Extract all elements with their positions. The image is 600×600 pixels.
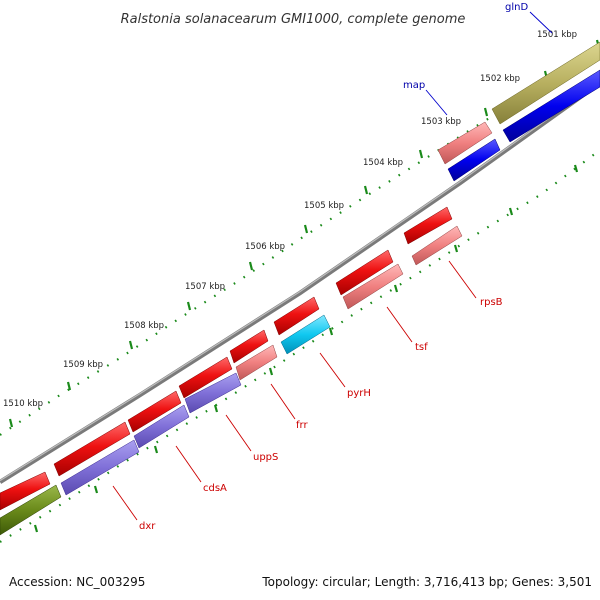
gene-label-tsf: tsf [415,342,428,353]
tick-mark [213,404,219,413]
genome-summary-text: Topology: circular; Length: 3,716,413 bp… [261,575,592,589]
gene-label-pyrH: pyrH [347,388,371,399]
tick-label: 1505 kbp [304,201,344,211]
backbone-highlight [0,81,600,482]
gene-blue-arrow [502,69,600,143]
tick-label: 1501 kbp [537,30,577,40]
tick-mark [453,244,459,253]
gene-map-arrow [437,121,493,165]
gene-tsf-arrow [342,263,404,310]
tick-mark [93,485,99,494]
gene-olive-arrow [0,484,62,536]
tick-mark [363,185,369,195]
gene-frr-arrow [235,344,278,381]
tick-mark [8,418,14,428]
tick-label: 1510 kbp [3,399,43,409]
gene-pyrH-arrow [280,314,331,355]
gene-label-rpsB: rpsB [480,297,503,308]
leader-uppS [225,414,252,452]
leader-glnD [529,11,553,34]
label-leaders [112,11,553,521]
tick-mark [328,327,334,336]
gene-label-frr: frr [296,420,308,431]
gene-red-arrow [53,421,131,477]
tick-mark [303,224,309,234]
tick-mark [186,301,192,311]
gene-label-dxr: dxr [139,521,156,532]
tick-mark [483,107,489,117]
tick-label: 1509 kbp [63,360,103,370]
tick-label: 1504 kbp [363,158,403,168]
gene-label-uppS: uppS [253,452,278,463]
leader-map [425,89,448,116]
leader-rpsB [448,260,477,299]
genome-backbone [0,81,600,484]
tick-mark [33,524,39,533]
tick-mark [418,149,424,159]
tick-mark [128,340,134,350]
gene-red-arrow [178,356,233,399]
leader-cdsA [175,445,202,483]
accession-text: Accession: NC_003295 [9,575,145,589]
tick-mark [573,164,579,173]
gene-label-glnD: glnD [505,2,528,13]
tick-label: 1502 kbp [480,74,520,84]
gene-label-map: map [403,80,425,91]
gene-red-arrow [403,206,453,245]
leader-frr [270,383,296,420]
gene-glnD-arrow [491,41,600,125]
leader-dxr [112,485,138,521]
gene-cdsA-arrow [133,404,190,449]
tick-label: 1508 kbp [124,321,164,331]
gene-label-cdsA: cdsA [203,483,227,494]
map-title: Ralstonia solanacearum GMI1000, complete… [121,12,466,27]
gene-red-arrow [273,296,320,336]
gene-dxr-arrow [60,439,140,496]
tick-mark [66,381,72,391]
tick-mark [268,367,274,376]
tick-label: 1503 kbp [421,117,461,127]
scale-ticks [8,39,600,428]
tick-label: 1507 kbp [185,282,225,292]
gene-red-arrow [0,471,51,511]
gene-red-arrow [335,249,394,296]
tick-labels: 1501 kbp 1502 kbp 1503 kbp 1504 kbp 1505… [3,30,577,409]
tick-mark [248,261,254,271]
gene-uppS-arrow [184,372,242,414]
tick-mark [508,207,514,216]
gene-rpsB-arrow [411,225,463,266]
tick-mark [153,445,159,454]
tick-label: 1506 kbp [245,242,285,252]
gene-red-arrow [229,329,269,364]
gene-blue-arrow [447,138,501,182]
inner-ticks [33,164,579,533]
tick-mark [393,284,399,293]
leader-pyrH [319,352,346,388]
gene-red-arrow [127,390,182,433]
leader-tsf [386,306,413,343]
